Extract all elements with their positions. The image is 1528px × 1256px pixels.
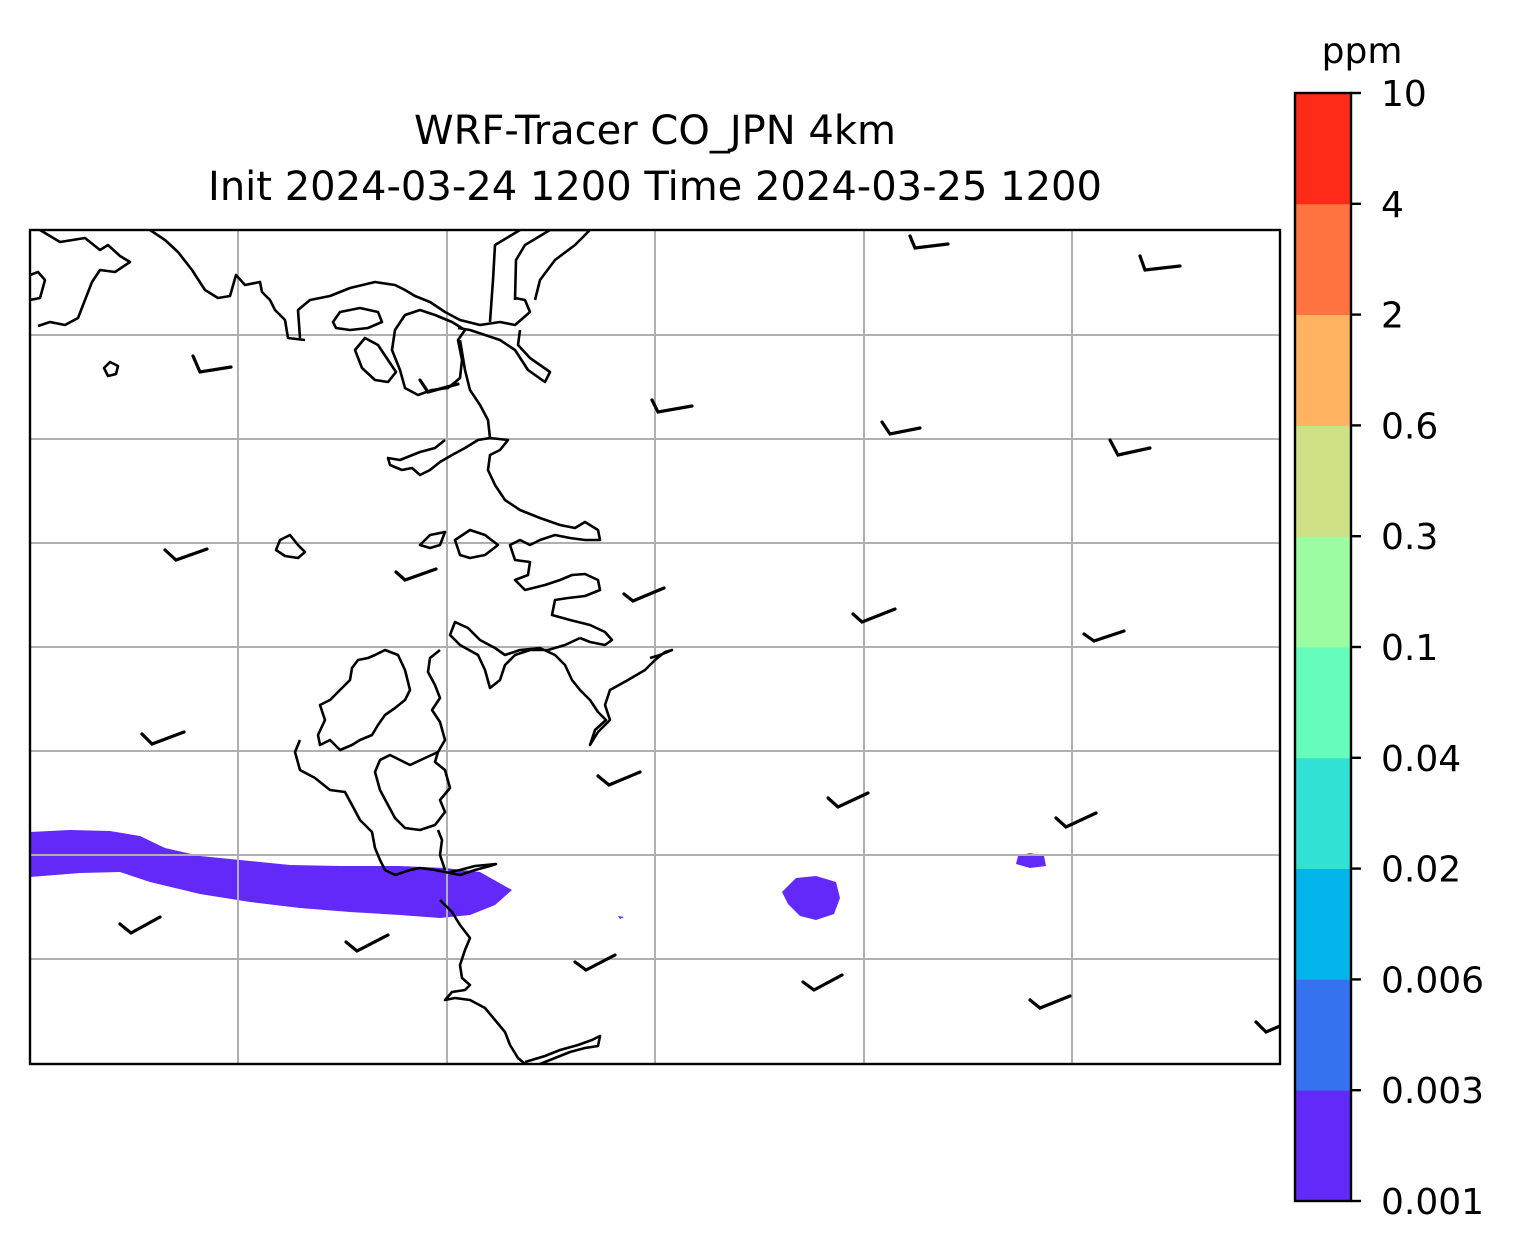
colorbar-tick-label: 0.001: [1381, 1182, 1484, 1223]
wind-barb: [573, 953, 617, 972]
colorbar-tick-label: 0.1: [1381, 628, 1438, 669]
wind-barb: [851, 607, 897, 624]
colorbar-tick-label: 0.003: [1381, 1071, 1484, 1112]
wind-barb: [1082, 629, 1126, 643]
colorbar-band: [1295, 1090, 1351, 1202]
wind-barb: [650, 398, 694, 414]
coastline-spine: [458, 339, 614, 647]
coastline-north-inner: [296, 280, 532, 339]
wind-barb: [1254, 1020, 1280, 1034]
colorbar-ticks: 0.001 0.003 0.006 0.02 0.04 0.1 0.3 0.6 2 4 10: [1351, 74, 1484, 1223]
colorbar-band: [1295, 203, 1351, 316]
coastline-peninsula: [457, 326, 552, 384]
colorbar: 0.001 0.003 0.006 0.02 0.04 0.1 0.3 0.6 2 4 10 ppm: [1293, 31, 1484, 1223]
colorbar-bands: [1295, 93, 1351, 1202]
wind-barb: [418, 378, 460, 394]
coastline-northwest: [30, 230, 132, 328]
colorbar-band: [1295, 425, 1351, 537]
colorbar-tick-label: 0.6: [1381, 406, 1438, 447]
wind-barb: [1028, 994, 1072, 1010]
colorbar-band: [1295, 757, 1351, 870]
colorbar-band: [1295, 647, 1351, 759]
wind-barb: [1108, 438, 1152, 457]
island-north: [331, 306, 384, 332]
wind-barb: [596, 770, 642, 787]
wind-barb: [622, 586, 666, 603]
wind-barb: [1138, 254, 1182, 272]
wind-barb: [880, 420, 922, 436]
colorbar-tick-label: 10: [1381, 74, 1427, 115]
wind-barbs: [118, 234, 1280, 1034]
wind-barb: [118, 915, 162, 935]
wind-barb: [801, 973, 844, 992]
wind-barb: [908, 234, 950, 250]
colorbar-band: [1295, 536, 1351, 648]
colorbar-tick-label: 0.02: [1381, 850, 1461, 891]
tracer-field: [30, 830, 1046, 920]
islands-central: [418, 528, 500, 560]
wind-barb: [140, 730, 186, 746]
coastline-south-tip: [524, 1034, 602, 1064]
wind-barb: [1054, 811, 1098, 829]
coastline-central-north: [353, 308, 467, 397]
wind-barb: [344, 933, 390, 953]
colorbar-tick-label: 4: [1381, 185, 1404, 226]
colorbar-unit: ppm: [1322, 31, 1403, 72]
gridlines: [30, 230, 1280, 1064]
wind-barb: [191, 354, 233, 374]
coastline-west-inlet: [316, 648, 412, 752]
coastline-southwest-main: [373, 648, 452, 832]
tracer-plume: [30, 830, 512, 918]
colorbar-band: [1295, 93, 1351, 205]
colorbar-tick-label: 0.006: [1381, 960, 1484, 1001]
tracer-blob-east: [1016, 853, 1046, 868]
wind-barb: [826, 791, 870, 809]
tracer-blob-center: [782, 876, 840, 920]
colorbar-band: [1295, 314, 1351, 426]
coastline-central-bay: [386, 436, 491, 477]
coastline-north: [149, 230, 306, 342]
coastline-kyushu: [293, 739, 498, 877]
chart-title-line-1: WRF-Tracer CO_JPN 4km: [414, 108, 896, 154]
chart-title-line-2: Init 2024-03-24 1200 Time 2024-03-25 120…: [208, 164, 1102, 210]
colorbar-band: [1295, 868, 1351, 980]
colorbar-band: [1295, 979, 1351, 1091]
coastline-strait: [488, 230, 592, 323]
colorbar-tick-label: 0.3: [1381, 517, 1438, 558]
colorbar-tick-label: 2: [1381, 296, 1404, 337]
wind-barb: [394, 567, 438, 582]
map-panel: [30, 230, 1280, 1064]
coastlines: [30, 230, 674, 1064]
wind-barb: [163, 547, 209, 562]
coastline-southwest-peninsula: [448, 620, 674, 747]
coastline-south: [439, 899, 526, 1064]
colorbar-tick-label: 0.04: [1381, 739, 1461, 780]
tracer-speck: [618, 916, 624, 919]
map-frame: [28, 228, 1282, 1066]
island-west-small: [274, 533, 307, 560]
island-far-west: [102, 360, 120, 378]
